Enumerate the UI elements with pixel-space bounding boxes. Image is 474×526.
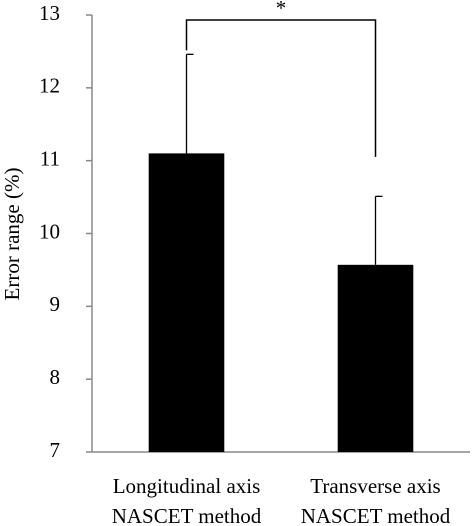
y-tick-label: 11 [40, 146, 60, 170]
y-tick-label: 10 [39, 219, 60, 243]
y-tick-label: 8 [50, 365, 61, 389]
x-tick-label: NASCET method [301, 504, 451, 526]
bar [337, 264, 414, 452]
y-tick-label: 7 [50, 438, 61, 462]
x-tick-label: Longitudinal axis [113, 474, 261, 498]
significance-bracket [185, 19, 377, 157]
y-tick-label: 12 [39, 74, 60, 98]
y-tick-label: 13 [39, 1, 60, 25]
x-tick-label: NASCET method [112, 504, 262, 526]
y-tick-label: 9 [50, 292, 61, 316]
y-axis-label: Error range (%) [0, 168, 24, 301]
bar [148, 153, 225, 452]
significance-marker: * [276, 0, 287, 20]
x-tick-label: Transverse axis [310, 474, 440, 498]
